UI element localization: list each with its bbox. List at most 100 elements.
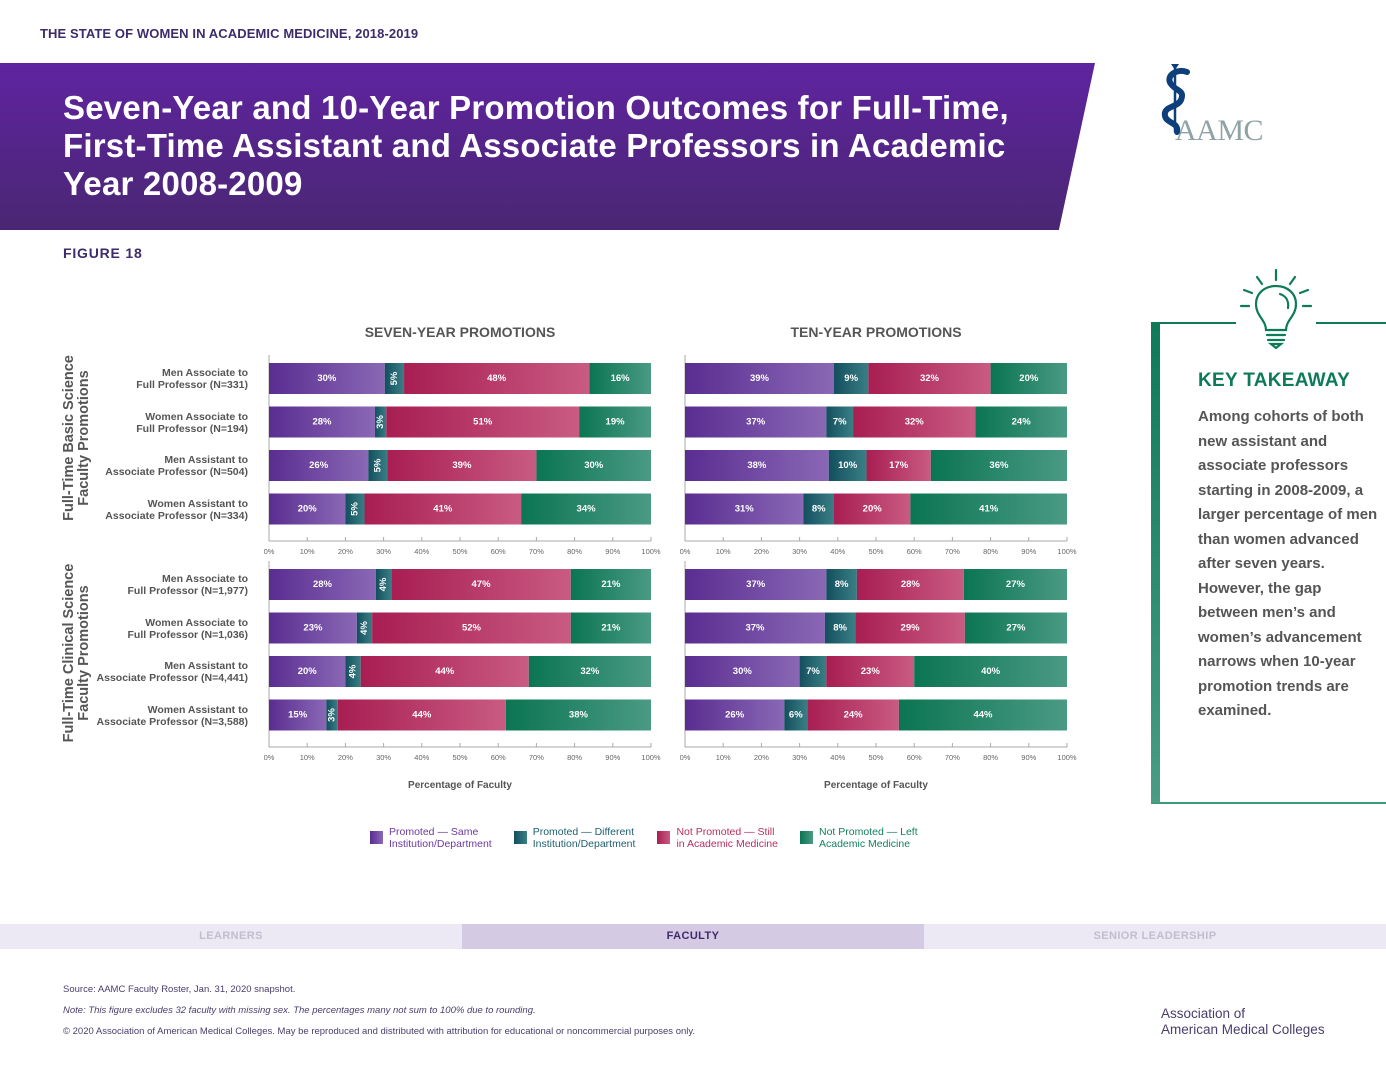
data-label: 5% xyxy=(349,502,360,516)
segment-promoted-different xyxy=(345,656,361,687)
data-label: 24% xyxy=(844,710,864,721)
data-label: 23% xyxy=(303,623,323,634)
x-tick-label: 90% xyxy=(605,547,620,556)
legend-line: Institution/Department xyxy=(389,838,492,850)
x-tick-label: 10% xyxy=(300,753,315,762)
segment-promoted-different xyxy=(826,406,854,438)
x-tick-label: 50% xyxy=(452,547,467,556)
segment-not-promoted-left xyxy=(990,363,1067,394)
row-label: Men Associate to Full Professor (N=331) xyxy=(58,367,248,391)
segment-promoted-same xyxy=(269,363,385,394)
data-label: 10% xyxy=(838,460,858,471)
legend-item-promoted-different: Promoted — Different Institution/Departme… xyxy=(513,826,635,850)
x-tick-label: 70% xyxy=(945,753,960,762)
row-label: Women Associate to Full Professor (N=1,03… xyxy=(58,616,249,641)
data-label: 29% xyxy=(901,623,921,634)
segment-not-promoted-still xyxy=(386,406,580,438)
figure-label: FIGURE 18 xyxy=(63,245,143,261)
data-label: 28% xyxy=(901,579,921,590)
x-tick-label: 100% xyxy=(1057,753,1077,762)
segment-not-promoted-still xyxy=(372,612,571,644)
row-label-line: Associate Professor (N=4,441) xyxy=(96,672,248,684)
data-label: 27% xyxy=(1006,623,1026,634)
nav-tab-learners[interactable]: LEARNERS xyxy=(199,930,263,942)
segment-promoted-different xyxy=(374,406,387,438)
data-label: 8% xyxy=(812,504,826,515)
data-label: 44% xyxy=(973,710,993,721)
legend-label: Promoted — Same Institution/Department xyxy=(389,826,492,850)
segment-not-promoted-still xyxy=(387,450,537,481)
data-label: 30% xyxy=(317,373,337,384)
data-label: 21% xyxy=(601,579,621,590)
section-nav: LEARNERS FACULTY SENIOR LEADERSHIP xyxy=(0,924,1386,949)
data-label: 51% xyxy=(473,417,493,428)
segment-not-promoted-still xyxy=(364,493,522,525)
legend-swatch xyxy=(657,831,671,844)
segment-promoted-same xyxy=(685,363,834,394)
x-tick-label: 100% xyxy=(1057,547,1077,556)
data-label: 41% xyxy=(979,504,999,515)
x-tick-label: 30% xyxy=(376,753,391,762)
x-tick-label: 60% xyxy=(907,753,922,762)
segment-not-promoted-left xyxy=(536,450,651,481)
panel-title-ten-year: TEN-YEAR PROMOTIONS xyxy=(790,324,962,340)
data-label: 32% xyxy=(920,373,940,384)
data-label: 15% xyxy=(288,710,308,721)
data-label: 41% xyxy=(433,504,453,515)
org-name-line: Association of xyxy=(1161,1006,1246,1021)
data-label: 44% xyxy=(412,710,432,721)
x-tick-label: 40% xyxy=(830,753,845,762)
x-tick-label: 70% xyxy=(945,547,960,556)
source-note: Source: AAMC Faculty Roster, Jan. 31, 20… xyxy=(63,984,296,995)
row-label-line: Full Professor (N=194) xyxy=(136,422,248,435)
x-tick-label: 30% xyxy=(792,547,807,556)
segment-promoted-different xyxy=(356,612,373,644)
row-label-line: Women Associate to xyxy=(145,616,248,629)
logo-text: AAMC xyxy=(1175,114,1264,147)
panel-title-seven-year: SEVEN-YEAR PROMOTIONS xyxy=(364,324,556,340)
data-label: 38% xyxy=(569,710,589,721)
segment-promoted-different xyxy=(828,450,867,481)
segment-not-promoted-still xyxy=(856,569,964,600)
segment-not-promoted-still xyxy=(853,406,976,438)
segment-not-promoted-still xyxy=(337,699,506,731)
segment-not-promoted-left xyxy=(910,493,1067,525)
segment-not-promoted-left xyxy=(570,612,651,644)
data-label: 4% xyxy=(348,664,359,678)
segment-promoted-same xyxy=(269,450,369,481)
data-label: 44% xyxy=(435,666,455,677)
segment-promoted-same xyxy=(685,569,827,600)
nav-tab-faculty[interactable]: FACULTY xyxy=(462,924,924,949)
data-label: 26% xyxy=(309,460,329,471)
lightbulb-icon xyxy=(1236,268,1316,353)
x-tick-label: 20% xyxy=(754,753,769,762)
nav-tab-senior-leadership[interactable]: SENIOR LEADERSHIP xyxy=(1093,930,1217,942)
row-label: Men Associate to Full Professor (N=1,977) xyxy=(58,573,249,597)
segment-promoted-same xyxy=(269,406,375,438)
segment-not-promoted-still xyxy=(826,656,915,687)
legend-label: Not Promoted — Still in Academic Medicine xyxy=(676,826,778,850)
segment-not-promoted-left xyxy=(528,656,651,687)
x-tick-label: 80% xyxy=(567,753,582,762)
data-label: 3% xyxy=(327,708,338,722)
data-label: 36% xyxy=(989,460,1009,471)
segment-promoted-same xyxy=(269,493,346,525)
legend-line: in Academic Medicine xyxy=(676,838,778,850)
segment-promoted-same xyxy=(685,450,829,481)
segment-promoted-different xyxy=(824,612,856,644)
row-label: Men Assistant to Associate Professor (N=5… xyxy=(58,454,248,478)
row-label-line: Full Professor (N=1,977) xyxy=(127,585,249,597)
segment-not-promoted-left xyxy=(975,406,1067,438)
report-title: THE STATE OF WOMEN IN ACADEMIC MEDICINE,… xyxy=(40,26,419,41)
x-tick-label: 100% xyxy=(641,753,661,762)
segment-not-promoted-left xyxy=(930,450,1067,481)
x-tick-label: 20% xyxy=(754,547,769,556)
data-label: 28% xyxy=(313,579,333,590)
x-axis-title-seven-year: Percentage of Faculty xyxy=(408,780,512,791)
segment-promoted-same xyxy=(269,656,346,687)
legend-label: Not Promoted — Left Academic Medicine xyxy=(819,826,918,850)
data-label: 40% xyxy=(981,666,1001,677)
aamc-logo-icon xyxy=(1161,64,1190,135)
x-tick-label: 40% xyxy=(830,547,845,556)
segment-not-promoted-still xyxy=(391,569,571,600)
